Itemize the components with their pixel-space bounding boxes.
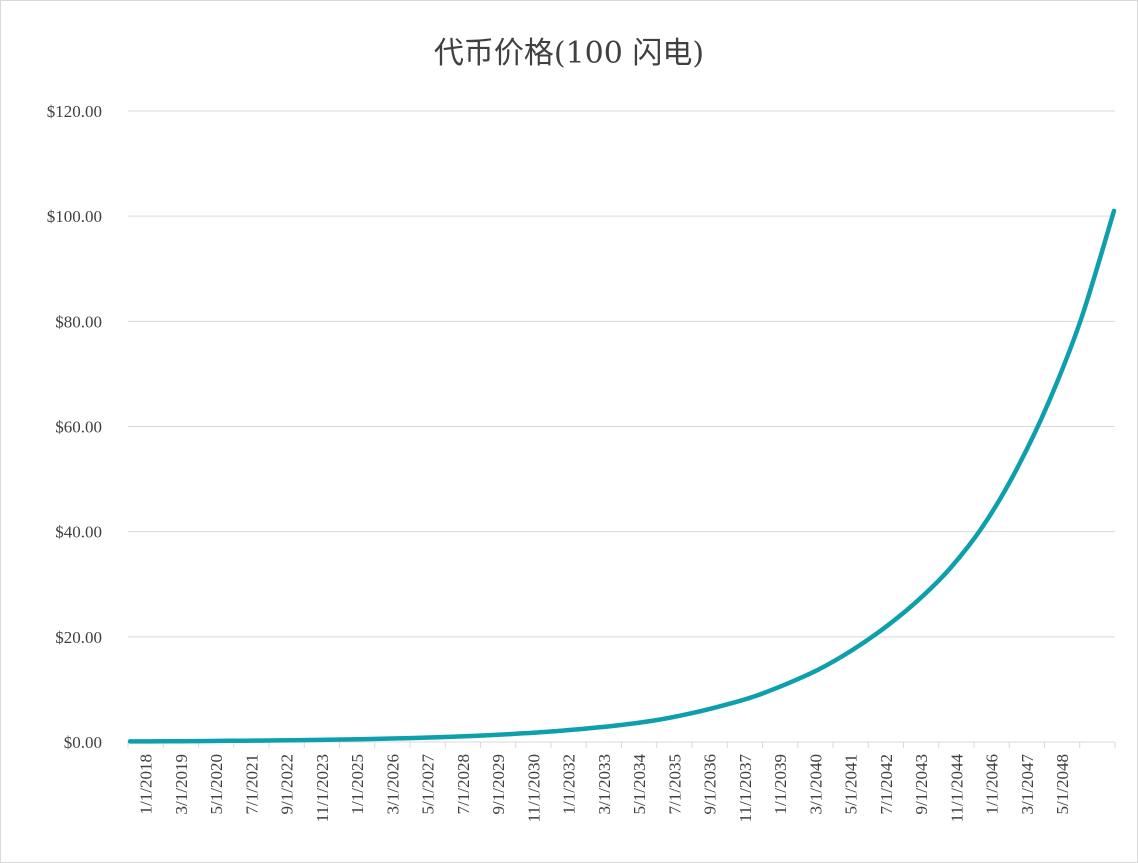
x-tick-label: 7/1/2021 [242,754,261,814]
y-axis-tick-labels: $0.00 $20.00 $40.00 $60.00 $80.00 $100.00 $120… [47,102,102,752]
x-tick-label: 11/1/2037 [736,754,755,823]
x-tick-label: 5/1/2034 [630,754,649,815]
x-tick-label: 11/1/2030 [524,754,543,822]
x-tick-label: 5/1/2041 [842,754,861,814]
x-tick-label: 5/1/2048 [1053,754,1072,814]
x-tick-label: 3/1/2033 [595,754,614,814]
x-tick-label: 3/1/2047 [1018,754,1037,815]
series-line [127,208,1117,744]
x-tick-label: 7/1/2035 [665,754,684,814]
x-tick-label: 3/1/2040 [806,754,825,814]
x-tick-label: 9/1/2029 [489,754,508,814]
y-tick-label: $120.00 [47,102,102,121]
x-tick-label: 9/1/2036 [701,754,720,814]
y-tick-label: $100.00 [47,207,102,226]
series-layer [127,208,1117,744]
y-tick-label: $20.00 [55,628,102,647]
x-tick-label: 1/1/2039 [771,754,790,814]
x-tick-label: 11/1/2044 [947,754,966,823]
y-tick-label: $40.00 [55,523,102,542]
y-tick-label: $80.00 [55,312,102,331]
y-tick-label: $60.00 [55,418,102,437]
x-tick-label: 1/1/2046 [983,754,1002,814]
x-tick-label: 5/1/2027 [419,754,438,815]
x-axis-tick-labels: 1/1/2018 3/1/2019 5/1/2020 7/1/2021 9/1/2022… [137,754,1073,823]
x-tick-label: 9/1/2043 [912,754,931,814]
x-tick-label: 11/1/2023 [313,754,332,822]
x-tick-label: 1/1/2018 [137,754,156,814]
y-tick-label: $0.00 [64,733,102,752]
x-tick-label: 3/1/2019 [172,754,191,814]
chart-title: 代币价格(100 闪电) [433,36,705,71]
x-tick-label: 7/1/2042 [877,754,896,814]
x-tick-label: 1/1/2032 [560,754,579,814]
x-tick-label: 3/1/2026 [383,754,402,814]
x-tick-label: 1/1/2025 [348,754,367,814]
x-axis [127,741,1116,748]
x-tick-label: 9/1/2022 [278,754,297,814]
gridlines [128,110,1115,638]
x-tick-label: 5/1/2020 [207,754,226,814]
x-tick-label: 7/1/2028 [454,754,473,814]
